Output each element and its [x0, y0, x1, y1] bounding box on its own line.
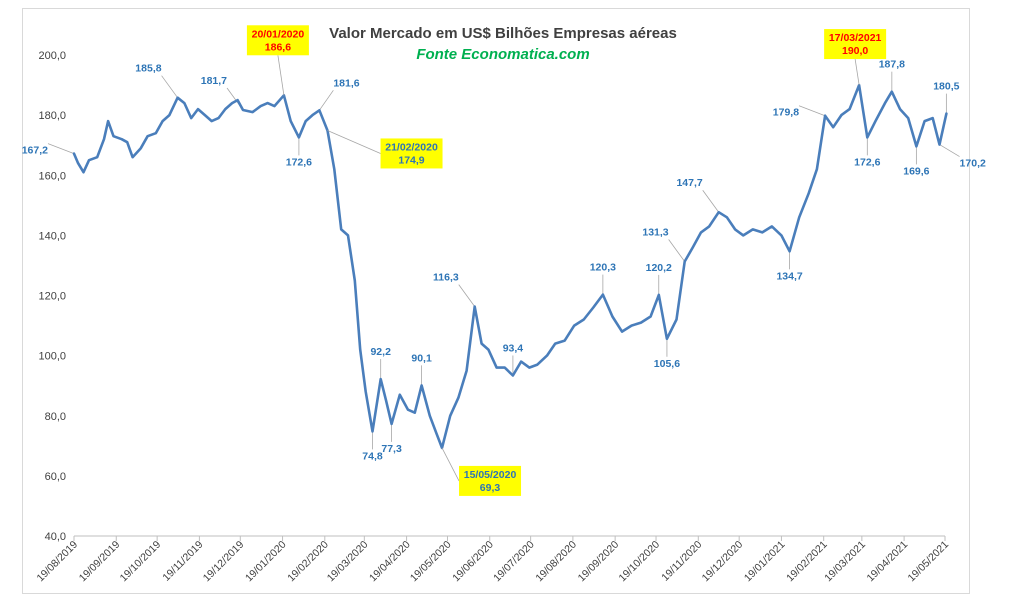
leader-line	[458, 284, 476, 307]
point-label: 179,8	[773, 107, 799, 119]
y-tick-label: 200,0	[38, 50, 66, 62]
point-label: 187,8	[879, 59, 905, 71]
y-tick-label: 40,0	[45, 531, 66, 543]
point-label: 92,2	[370, 346, 391, 358]
chart-title: Valor Mercado em US$ Bilhões Empresas aé…	[329, 25, 677, 42]
x-tick-label: 19/08/2020	[533, 539, 579, 585]
point-label: 180,5	[933, 81, 959, 93]
point-label: 120,2	[646, 262, 672, 274]
point-label: 172,6	[286, 156, 312, 168]
y-tick-label: 180,0	[38, 110, 66, 122]
x-tick-label: 19/12/2019	[201, 539, 247, 585]
y-tick-label: 80,0	[45, 411, 66, 423]
point-label: 134,7	[776, 270, 802, 282]
point-label: 77,3	[381, 443, 402, 455]
x-tick-label: 19/07/2020	[491, 539, 537, 585]
x-tick-label: 19/04/2021	[865, 539, 911, 585]
x-tick-label: 19/11/2020	[659, 539, 704, 584]
callout-value: 69,3	[480, 482, 501, 494]
x-tick-label: 19/11/2019	[160, 539, 205, 584]
x-tick-label: 19/09/2020	[576, 539, 622, 585]
x-tick-label: 19/10/2019	[118, 539, 164, 585]
leader-lines	[47, 71, 960, 450]
x-axis: 19/08/201919/09/201919/10/201919/11/2019…	[34, 536, 951, 584]
callout-date: 17/03/2021	[829, 32, 882, 44]
callout-value: 174,9	[398, 154, 424, 166]
series-line	[72, 83, 948, 450]
callout-value: 186,6	[265, 41, 291, 53]
point-label: 147,7	[676, 177, 702, 189]
callout-value: 190,0	[842, 45, 868, 57]
point-label: 172,6	[854, 156, 880, 168]
x-tick-label: 19/12/2020	[700, 539, 746, 585]
leader-line	[319, 90, 334, 111]
point-label: 181,7	[201, 75, 227, 87]
x-tick-label: 19/05/2020	[408, 539, 454, 585]
point-label: 169,6	[903, 165, 929, 177]
leader-line	[668, 239, 685, 262]
y-tick-label: 100,0	[38, 351, 66, 363]
leader-line	[161, 75, 178, 98]
callout-box	[824, 29, 887, 60]
point-label: 181,6	[333, 77, 359, 89]
point-label: 120,3	[590, 262, 616, 274]
callout-leader	[327, 130, 381, 154]
x-tick-label: 19/05/2021	[905, 539, 951, 585]
leader-line	[798, 105, 826, 117]
y-axis: 40,0 60,0 80,0 100,0 120,0 140,0 160,0 180,0 200…	[38, 50, 66, 543]
x-tick-label: 19/10/2020	[616, 539, 662, 585]
x-tick-label: 19/06/2020	[450, 539, 496, 585]
y-tick-label: 160,0	[38, 170, 66, 182]
callout-date: 15/05/2020	[464, 469, 517, 481]
point-label: 185,8	[135, 63, 161, 75]
y-tick-label: 120,0	[38, 291, 66, 303]
callout-box	[380, 138, 443, 169]
x-tick-label: 19/01/2021	[742, 539, 788, 585]
callout-date: 20/01/2020	[252, 28, 305, 40]
callout-box	[459, 465, 522, 496]
point-labels: 167,2 185,8 181,7 172,6 181,6 92,2 74,877,3 90,…	[22, 59, 986, 463]
point-label: 131,3	[642, 227, 668, 239]
point-label: 167,2	[22, 145, 48, 157]
x-tick-label: 19/01/2020	[243, 539, 289, 585]
point-label: 93,4	[503, 342, 524, 354]
x-tick-label: 19/03/2021	[822, 539, 868, 585]
callout-leader	[277, 55, 285, 96]
point-label: 116,3	[433, 272, 459, 284]
chart-subtitle: Fonte Economatica.com	[416, 46, 589, 63]
y-tick-label: 140,0	[38, 230, 66, 242]
x-tick-label: 19/04/2020	[367, 539, 413, 585]
point-label: 90,1	[411, 352, 432, 364]
callout-box	[246, 25, 309, 56]
point-label: 105,6	[654, 358, 680, 370]
callout-leader	[854, 59, 860, 86]
x-tick-label: 19/02/2020	[285, 539, 331, 585]
leader-line	[939, 144, 960, 157]
callout-leader	[441, 447, 460, 482]
x-tick-label: 19/03/2020	[325, 539, 371, 585]
point-label: 170,2	[960, 158, 986, 170]
chart-frame	[22, 8, 970, 594]
point-label: 74,8	[362, 450, 383, 462]
y-tick-label: 60,0	[45, 471, 66, 483]
x-tick-label: 19/09/2019	[77, 539, 123, 585]
leader-line	[702, 189, 720, 213]
x-tick-label: 19/08/2019	[34, 539, 80, 585]
leader-line	[47, 143, 75, 154]
callout-date: 21/02/2020	[385, 141, 438, 153]
